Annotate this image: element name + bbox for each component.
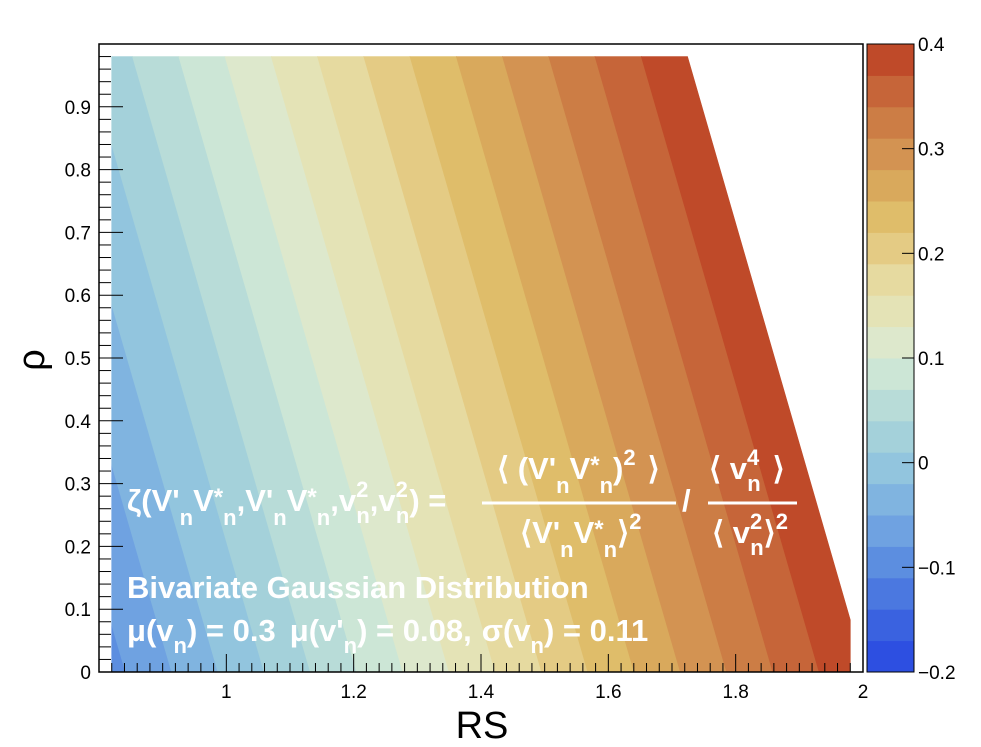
axes: 1 1.2 1.4 1.6 1.8 2 0 0.1 0.2 0.3 0.4 0.5 0.6 0.7 0.8 0…	[65, 43, 869, 703]
colorbar-swatch	[867, 326, 914, 359]
colorbar-swatch	[867, 201, 914, 233]
y-tick-label: 0.4	[65, 412, 92, 433]
colorbar-swatch	[867, 169, 914, 202]
x-tick-label: 1	[221, 682, 232, 703]
colorbar-swatch	[867, 515, 914, 547]
y-tick-label: 0.5	[65, 349, 91, 370]
formula-annotation: ζ(V'nV*n,V'nV*n,v2 n,v2 n) = ⟨ (V'nV*n)2 ⟩ …	[127, 445, 797, 562]
zeta-symbol: ζ(V'	[127, 483, 180, 518]
y-axis-title: ρ	[11, 349, 53, 371]
colorbar-tick-label: 0.4	[918, 35, 945, 56]
x-tick-label: 1.6	[595, 682, 621, 703]
colorbar-swatch	[867, 263, 914, 296]
colorbar-swatch	[867, 640, 914, 673]
svg-text:⟨ v2n⟩2: ⟨ v2 n⟩2	[712, 509, 788, 560]
colorbar-swatch	[867, 420, 914, 453]
colorbar-swatch	[867, 577, 914, 610]
x-tick-label: 2	[858, 682, 869, 703]
colorbar-swatch	[867, 452, 914, 485]
colorbar-tick-label: −0.1	[918, 558, 956, 579]
y-tick-label: 0.1	[65, 600, 91, 621]
colorbar-tick-label: 0	[918, 454, 929, 475]
svg-text:ζ(V'nV*n,V'nV*n,v2n,v2n) =: ζ(V'nV*n,V'nV*n,v2 n,v2 n) =	[127, 477, 446, 530]
plot-area	[111, 56, 851, 673]
x-tick-label: 1.8	[722, 682, 748, 703]
y-tick-label: 0	[80, 663, 91, 684]
colorbar: −0.2 −0.1 0 0.1 0.2 0.3 0.4	[866, 35, 956, 684]
colorbar-tick-label: 0.2	[918, 244, 944, 265]
colorbar-tick-label: 0.1	[918, 349, 944, 370]
x-axis-title: RS	[456, 705, 509, 747]
colorbar-swatch	[867, 389, 914, 422]
svg-text:⟨ (V'nV*n)2⟩: ⟨ (V'nV*n)2 ⟩	[497, 445, 660, 498]
y-tick-label: 0.2	[65, 537, 91, 558]
colorbar-swatch	[867, 609, 914, 642]
colorbar-swatch	[867, 75, 914, 108]
parameters-annotation: μ(vn) = 0.3 μ(v'n) = 0.08, σ(vn) = 0.11	[127, 613, 648, 658]
y-tick-label: 0.9	[65, 98, 91, 119]
colorbar-swatch	[867, 138, 914, 171]
y-tick-label: 0.6	[65, 286, 91, 307]
svg-text:⟨ v4n⟩: ⟨ v4 n ⟩	[709, 445, 785, 496]
colorbar-tick-label: −0.2	[918, 663, 956, 684]
colorbar-swatch	[867, 358, 914, 390]
colorbar-swatch	[867, 295, 914, 328]
svg-text:⟨V'nV*n⟩2: ⟨V'nV*n⟩2	[520, 509, 641, 562]
colorbar-swatch	[867, 483, 914, 516]
y-tick-label: 0.8	[65, 161, 91, 182]
x-tick-label: 1.2	[340, 682, 366, 703]
y-tick-label: 0.7	[65, 223, 91, 244]
colorbar-swatch	[867, 106, 914, 139]
colorbar-swatch	[867, 44, 914, 76]
division-slash: /	[682, 483, 691, 518]
distribution-title: Bivariate Gaussian Distribution	[127, 570, 589, 605]
colorbar-swatch	[867, 232, 914, 265]
colorbar-swatch	[867, 546, 914, 579]
x-tick-label: 1.4	[468, 682, 495, 703]
colorbar-tick-label: 0.3	[918, 140, 944, 161]
y-tick-label: 0.3	[65, 475, 91, 496]
